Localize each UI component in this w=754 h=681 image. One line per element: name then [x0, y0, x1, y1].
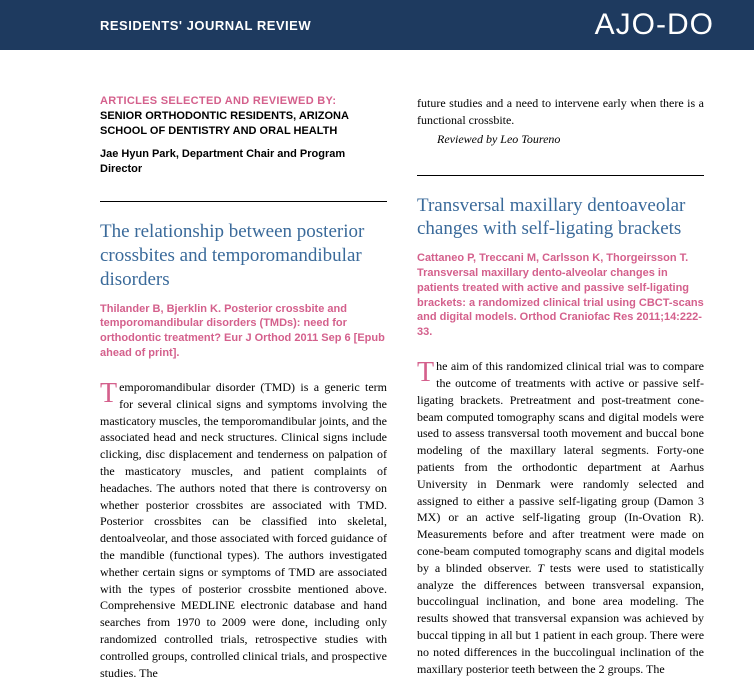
body-rest-1: emporomandibular disorder (TMD) is a gen… [100, 380, 387, 680]
article-body-1: Temporomandibular disorder (TMD) is a ge… [100, 379, 387, 681]
reviewed-by: Reviewed by Leo Toureno [417, 132, 704, 147]
citation-2: Cattaneo P, Treccani M, Carlsson K, Thor… [417, 251, 704, 340]
article-title-1: The relationship between posterior cross… [100, 220, 387, 291]
selected-by-label: ARTICLES SELECTED AND REVIEWED BY: [100, 95, 387, 107]
right-column: future studies and a need to intervene e… [417, 95, 704, 681]
journal-header: RESIDENTS' JOURNAL REVIEW AJO-DO [0, 0, 754, 50]
body-rest-2: he aim of this randomized clinical trial… [417, 359, 704, 675]
selected-by-person: Jae Hyun Park, Department Chair and Prog… [100, 147, 387, 177]
continuation-text: future studies and a need to intervene e… [417, 95, 704, 129]
article-body-2: The aim of this randomized clinical tria… [417, 358, 704, 677]
section-divider [100, 201, 387, 202]
section-label: RESIDENTS' JOURNAL REVIEW [100, 18, 311, 33]
selected-by-institution: SENIOR ORTHODONTIC RESIDENTS, ARIZONA SC… [100, 109, 387, 139]
content-area: ARTICLES SELECTED AND REVIEWED BY: SENIO… [0, 50, 754, 681]
section-divider-2 [417, 175, 704, 176]
left-column: ARTICLES SELECTED AND REVIEWED BY: SENIO… [100, 95, 387, 681]
article-title-2: Transversal maxillary dentoaveolar chang… [417, 194, 704, 242]
dropcap-1: T [100, 379, 119, 406]
journal-logo: AJO-DO [595, 8, 714, 42]
dropcap-2: T [417, 358, 436, 385]
citation-1: Thilander B, Bjerklin K. Posterior cross… [100, 302, 387, 361]
